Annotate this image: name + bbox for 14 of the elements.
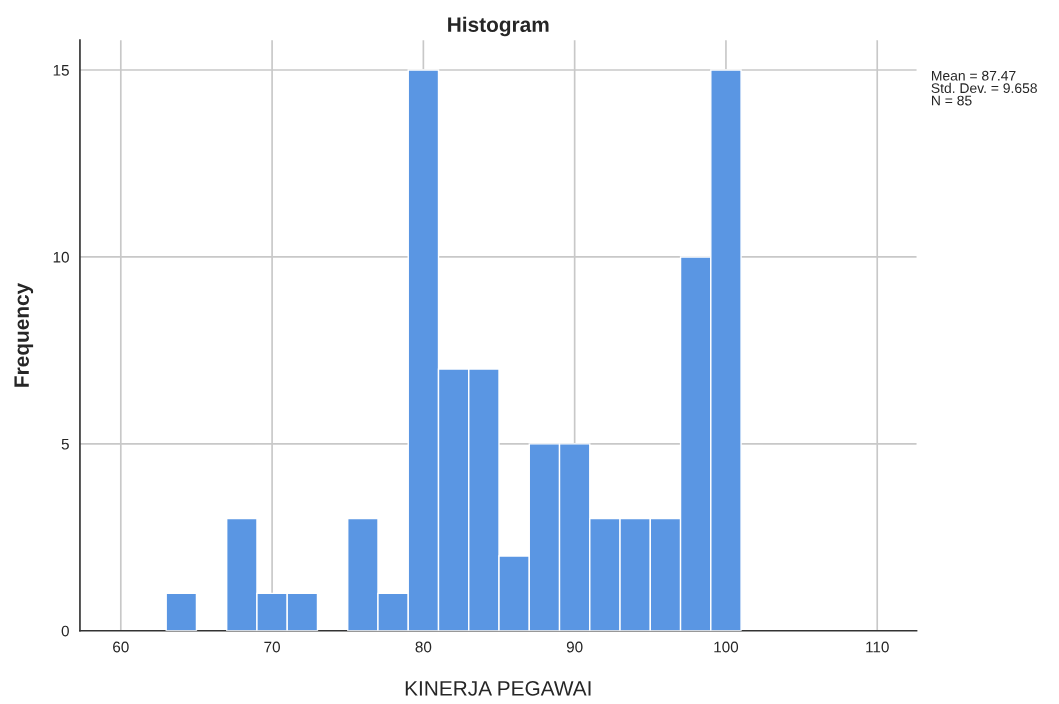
x-tick-label: 80 bbox=[415, 641, 432, 653]
y-tick-label: 0 bbox=[61, 625, 69, 637]
x-tick-label: 60 bbox=[113, 641, 129, 653]
chart-title: Histogram bbox=[448, 16, 549, 37]
text: Mean = 87.47 Std. Dev. = 9.658 N = 85 bbox=[931, 70, 1037, 106]
x-axis-title: KINERJA PEGAWAI bbox=[405, 680, 591, 696]
y-axis-title: Frequency bbox=[14, 282, 34, 387]
y-tick-label: 15 bbox=[53, 65, 69, 76]
x-tick-label: 100 bbox=[714, 641, 739, 653]
y-tick-label: 5 bbox=[61, 438, 69, 450]
x-tick-label: 110 bbox=[866, 641, 889, 653]
x-tick-label: 90 bbox=[566, 641, 583, 653]
y-tick-label: 10 bbox=[53, 251, 69, 263]
x-tick-label: 70 bbox=[264, 641, 280, 653]
